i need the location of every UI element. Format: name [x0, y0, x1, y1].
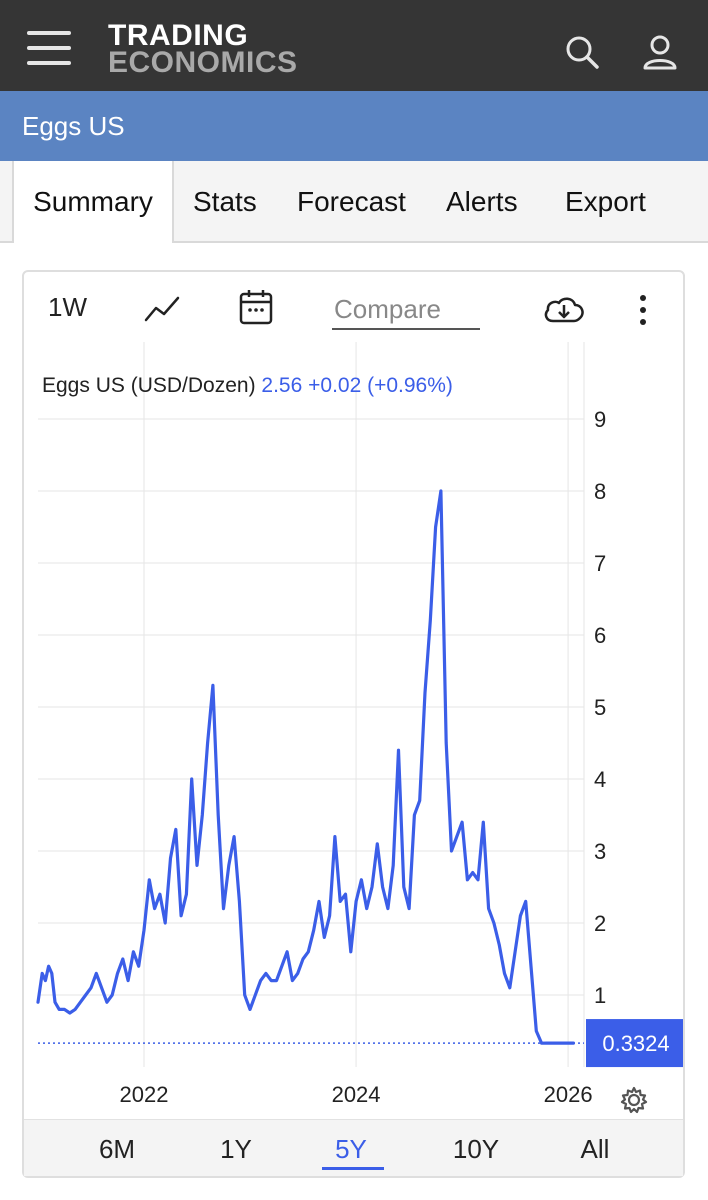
x-tick-label: 2024: [332, 1082, 381, 1107]
legend-value: 2.56: [261, 374, 308, 397]
tab-forecast[interactable]: Forecast: [297, 186, 406, 217]
y-tick-label: 5: [594, 695, 606, 720]
logo-line-1: TRADING: [108, 19, 249, 52]
price-chart[interactable]: 1 2 3 4 5 6 7 8 9 2022 2024 2026 Eggs US (USD/Dozen)…: [24, 342, 686, 1122]
range-6m[interactable]: 6M: [98, 1134, 136, 1164]
y-tick-label: 7: [594, 551, 606, 576]
last-value-label: 0.3324: [602, 1031, 669, 1056]
x-tick-label: 2022: [120, 1082, 169, 1107]
gear-icon[interactable]: [620, 1086, 648, 1119]
compare-input[interactable]: Compare: [332, 292, 480, 330]
y-tick-label: 4: [594, 767, 606, 792]
tab-bar: Summary Stats Forecast Alerts Export: [0, 161, 708, 243]
tab-summary[interactable]: Summary: [12, 161, 174, 243]
y-tick-label: 6: [594, 623, 606, 648]
user-icon[interactable]: [642, 34, 678, 70]
y-tick-label: 2: [594, 911, 606, 936]
hamburger-menu-icon[interactable]: [27, 31, 71, 65]
legend-change: +0.02 (+0.96%): [308, 374, 453, 397]
legend-series-name: Eggs US (USD/Dozen): [42, 374, 261, 397]
x-tick-label: 2026: [544, 1082, 593, 1107]
last-value-badge: [586, 1019, 686, 1068]
tab-stats[interactable]: Stats: [193, 186, 257, 217]
series-line-eggs-us: [36, 489, 576, 1045]
logo[interactable]: TRADING ECONOMICS: [108, 19, 298, 79]
range-10y[interactable]: 10Y: [452, 1134, 500, 1164]
tab-export[interactable]: Export: [565, 186, 646, 217]
y-tick-label: 3: [594, 839, 606, 864]
range-selector: 6M 1Y 5Y 10Y All: [24, 1119, 683, 1176]
page-title: Eggs US: [22, 111, 125, 141]
logo-line-2: ECONOMICS: [108, 46, 298, 79]
y-tick-label: 8: [594, 479, 606, 504]
chart-area[interactable]: 1 2 3 4 5 6 7 8 9 2022 2024 2026 Eggs US (USD/Dozen)…: [24, 342, 686, 1122]
top-header: TRADING ECONOMICS: [0, 0, 708, 91]
tab-alerts[interactable]: Alerts: [446, 186, 518, 217]
line-chart-icon[interactable]: [144, 294, 180, 329]
search-icon[interactable]: [564, 34, 600, 70]
interval-selector[interactable]: 1W: [48, 292, 87, 322]
range-all[interactable]: All: [580, 1134, 610, 1164]
cloud-download-icon[interactable]: [543, 294, 585, 329]
range-1y[interactable]: 1Y: [220, 1134, 252, 1164]
y-tick-label: 9: [594, 407, 606, 432]
range-5y[interactable]: 5Y: [335, 1134, 367, 1164]
active-range-indicator: [322, 1167, 384, 1170]
chart-card: 1W Compare 1 2 3 4 5 6 7 8 9 2022 2024 2026 Eggs US …: [22, 270, 686, 1178]
y-tick-label: 1: [594, 983, 606, 1008]
chart-legend: Eggs US (USD/Dozen) 2.56 +0.02 (+0.96%): [42, 374, 453, 397]
more-vertical-icon[interactable]: [638, 294, 648, 331]
calendar-icon[interactable]: [239, 288, 273, 331]
page-title-bar: Eggs US: [0, 91, 708, 161]
